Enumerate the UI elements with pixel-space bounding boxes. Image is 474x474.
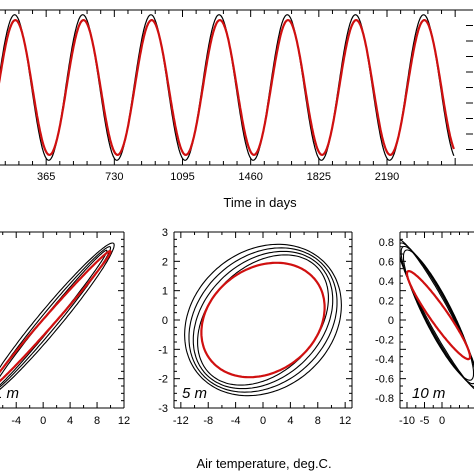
loop-y-tick-label: -0.4 [375,354,394,366]
loop-x-tick-label: -10 [399,415,415,427]
loop-y-tick-label: -1 [158,344,168,356]
loop-y-tick-label: 0.6 [379,256,394,268]
loop-observed-curve [400,239,474,390]
loop-y-tick-label: -0.8 [375,393,394,405]
timeseries-model-line [0,18,455,157]
loop-depth-label: 1 m [0,385,19,402]
loop-x-tick-label: 4 [67,415,73,427]
loop-x-tick-label: 0 [260,415,266,427]
loop-panel-10m: -10 -5 0 -0.8 -0.6 -0.4 -0.2 0 0.2 0.4 0.6 0.8 10 m [375,231,474,427]
timeseries-x-tick-label: 1095 [170,171,194,183]
loop-x-tick-label: -12 [173,415,189,427]
timeseries-x-tick-label: 365 [37,171,55,183]
loop-x-tick-label: 12 [118,415,130,427]
loop-x-tick-label: -8 [203,415,213,427]
loop-x-tick-label: -5 [420,415,430,427]
loop-y-tick-label: 0.8 [379,237,394,249]
loop-x-tick-label: 12 [339,415,351,427]
loop-x-tick-label: 0 [40,415,46,427]
loop-y-tick-label: 0 [388,315,394,327]
loop-model-curve [0,250,112,383]
timeseries-x-tick-label: 1460 [238,171,262,183]
loop-curves [400,239,474,390]
loop-observed-curve [192,250,334,390]
timeseries-x-axis-title: Time in days [223,195,297,210]
loop-x-tick-label: -4 [11,415,21,427]
loop-y-tick-label: 2 [162,256,168,268]
loop-depth-label: 10 m [412,385,445,402]
loop-x-tick-label: 8 [94,415,100,427]
loop-model-curve [405,270,472,361]
timeseries-x-tick-label: 2190 [375,171,399,183]
loop-panel-1m: -4 0 4 8 12 1 m [0,231,130,427]
loop-observed-curve [0,242,115,391]
loop-x-tick-label: -4 [231,415,241,427]
loop-y-tick-label: -2 [158,374,168,386]
loop-depth-label: 5 m [182,385,207,402]
loop-y-tick-label: -0.6 [375,374,394,386]
air-temperature-axis-title: Air temperature, deg.C. [196,456,331,471]
loop-y-tick-label: 0 [162,315,168,327]
loop-y-tick-label: 1 [162,286,168,298]
loop-observed-curve [0,246,112,388]
loop-observed-curve [184,243,342,397]
loop-observed-curve [400,242,474,388]
loop-x-tick-label: 8 [315,415,321,427]
loop-y-tick-label: -3 [158,403,168,415]
loop-model-curve [200,261,326,379]
loop-curves [184,243,342,397]
loop-observed-curve [188,247,338,393]
loop-y-tick-label: -0.2 [375,335,394,347]
loop-observed-curve [0,249,108,386]
loop-y-tick-label: 3 [162,227,168,239]
loop-observed-curve [402,249,474,381]
timeseries-panel: 365 730 1095 1460 1825 2190 [0,9,473,183]
loop-observed-curve [400,245,474,385]
timeseries-x-tick-label: 730 [105,171,123,183]
timeseries-x-tick-label: 1825 [307,171,331,183]
loop-y-tick-label: 0.4 [379,276,394,288]
loop-y-tick-label: 0.2 [379,295,394,307]
loop-x-tick-label: 4 [287,415,293,427]
loop-curves [0,242,115,391]
loop-x-tick-label: 0 [439,415,445,427]
